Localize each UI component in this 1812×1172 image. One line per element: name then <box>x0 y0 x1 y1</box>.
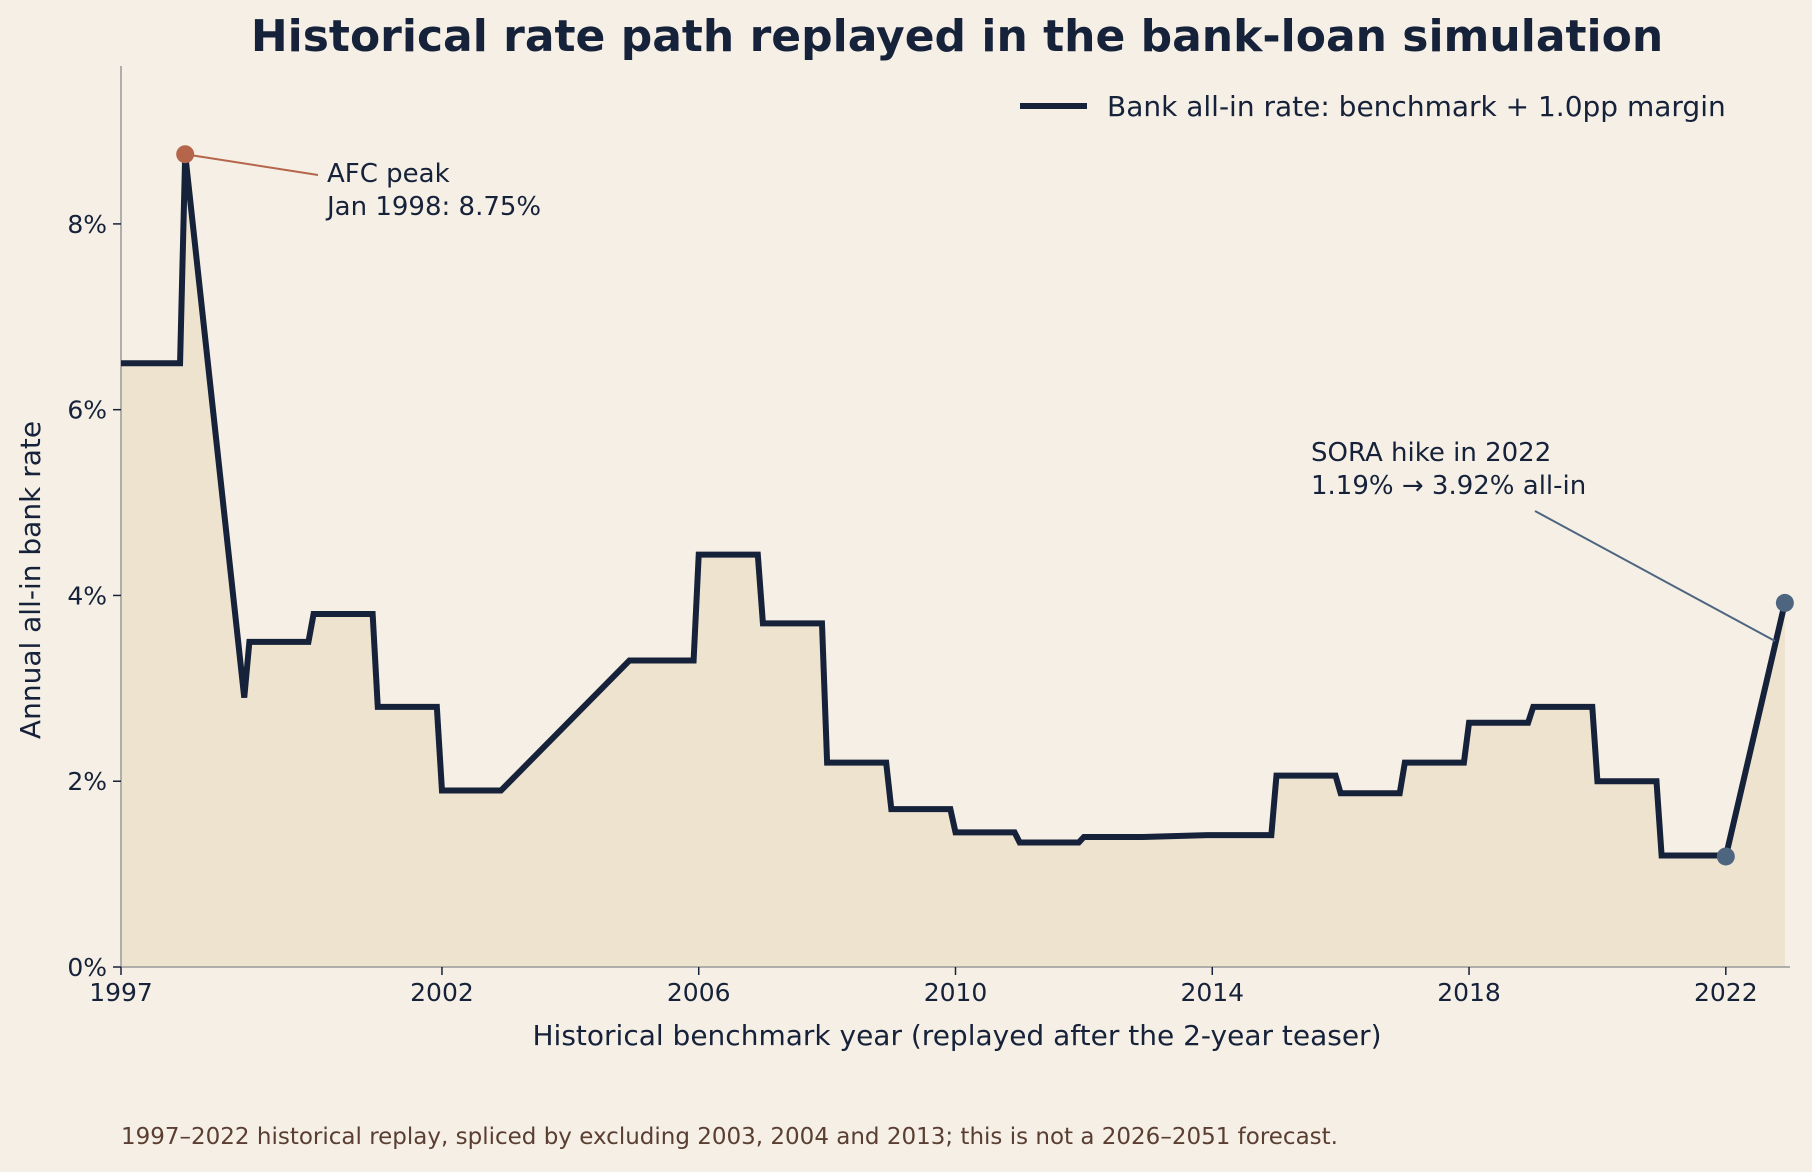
x-tick-label: 2006 <box>667 978 731 1007</box>
footnote: 1997–2022 historical replay, spliced by … <box>121 1124 1338 1150</box>
plot-area: 0% 2% 4% 6% 8% 1997 2002 2006 2010 2014 2018 2022 AF… <box>67 66 1794 1007</box>
afc-peak-annotation: Jan 1998: 8.75% <box>325 192 541 222</box>
y-tick-label: 6% <box>67 396 107 425</box>
chart-title: Historical rate path replayed in the ban… <box>251 11 1663 62</box>
x-tick-label: 1997 <box>89 978 153 1007</box>
sora-hike-connector <box>1534 510 1776 642</box>
rate-series-line <box>121 153 1788 860</box>
area-fill <box>121 154 1785 968</box>
x-tick-label: 2002 <box>410 978 474 1007</box>
x-tick-label: 2010 <box>924 978 988 1007</box>
sora-hike-annotation: 1.19% → 3.92% all-in <box>1311 471 1586 501</box>
x-tick-label: 2018 <box>1437 978 1501 1007</box>
y-axis-label: Annual all-in bank rate <box>14 421 47 739</box>
sora-hike-annotation: SORA hike in 2022 <box>1311 438 1551 468</box>
y-tick-label: 8% <box>67 210 107 239</box>
legend-label: Bank all-in rate: benchmark + 1.0pp marg… <box>1107 90 1726 123</box>
y-tick-label: 2% <box>67 767 107 796</box>
x-tick-label: 2022 <box>1694 978 1758 1007</box>
sora-start-marker <box>1716 847 1735 866</box>
x-tick-label: 2014 <box>1180 978 1244 1007</box>
afc-peak-annotation: AFC peak <box>327 159 450 189</box>
afc-peak-marker <box>176 145 195 164</box>
y-tick-label: 0% <box>67 953 107 982</box>
x-axis-label: Historical benchmark year (replayed afte… <box>533 1019 1382 1052</box>
afc-peak-connector <box>185 153 319 176</box>
y-tick-label: 4% <box>67 581 107 610</box>
sora-end-marker <box>1775 593 1794 612</box>
